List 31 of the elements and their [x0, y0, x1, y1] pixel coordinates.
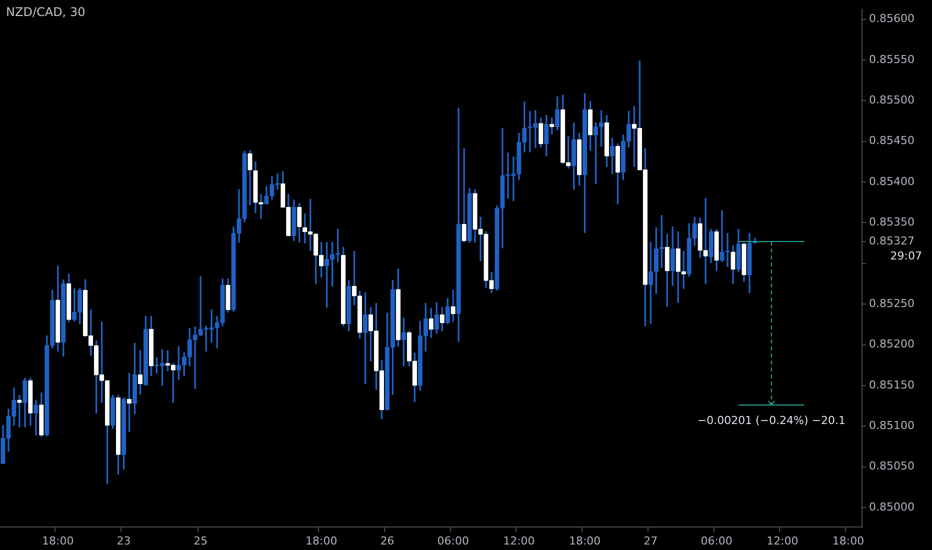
- x-tick-label: 18:00: [568, 534, 601, 548]
- candlestick: [725, 232, 730, 268]
- y-tick-label: 0.85200: [869, 338, 914, 351]
- y-tick-label: 0.85350: [869, 216, 914, 229]
- x-tick-label: 23: [116, 534, 131, 548]
- x-tick-label: 25: [194, 534, 208, 548]
- y-tick-label: 0.85150: [869, 378, 914, 392]
- text: 29:07: [890, 249, 922, 262]
- y-tick-label: 0.85500: [869, 94, 914, 107]
- candlestick: [275, 174, 280, 190]
- x-tick-label: 18:00: [42, 534, 74, 548]
- y-tick-label: 0.85400: [869, 174, 914, 188]
- y-tick-label: 0.85000: [869, 500, 914, 514]
- x-tick-label: 12:00: [503, 534, 535, 548]
- x-tick-label: 12:00: [766, 534, 798, 548]
- y-tick-label: 0.85327: [869, 234, 914, 248]
- x-tick-label: 18:00: [832, 534, 864, 548]
- y-tick-label: 0.85600: [869, 12, 914, 26]
- x-tick-label: 18:00: [306, 534, 338, 548]
- y-tick-label: 0.85550: [869, 52, 914, 66]
- chart-title: NZD/CAD, 30: [6, 5, 86, 19]
- x-tick-label: 06:00: [437, 534, 469, 548]
- y-tick-label: 0.85050: [869, 460, 914, 473]
- y-tick-label: 0.85450: [869, 134, 914, 148]
- annotation: −0.00201 (−0.24%) −20.1: [697, 414, 846, 427]
- x-tick-label: 06:00: [700, 534, 732, 548]
- x-tick-label: 27: [644, 534, 658, 548]
- y-tick-label: 0.85250: [869, 296, 914, 310]
- x-tick-label: 26: [380, 534, 394, 548]
- candlestick: [720, 210, 724, 262]
- y-tick-label: 0.85100: [869, 418, 914, 432]
